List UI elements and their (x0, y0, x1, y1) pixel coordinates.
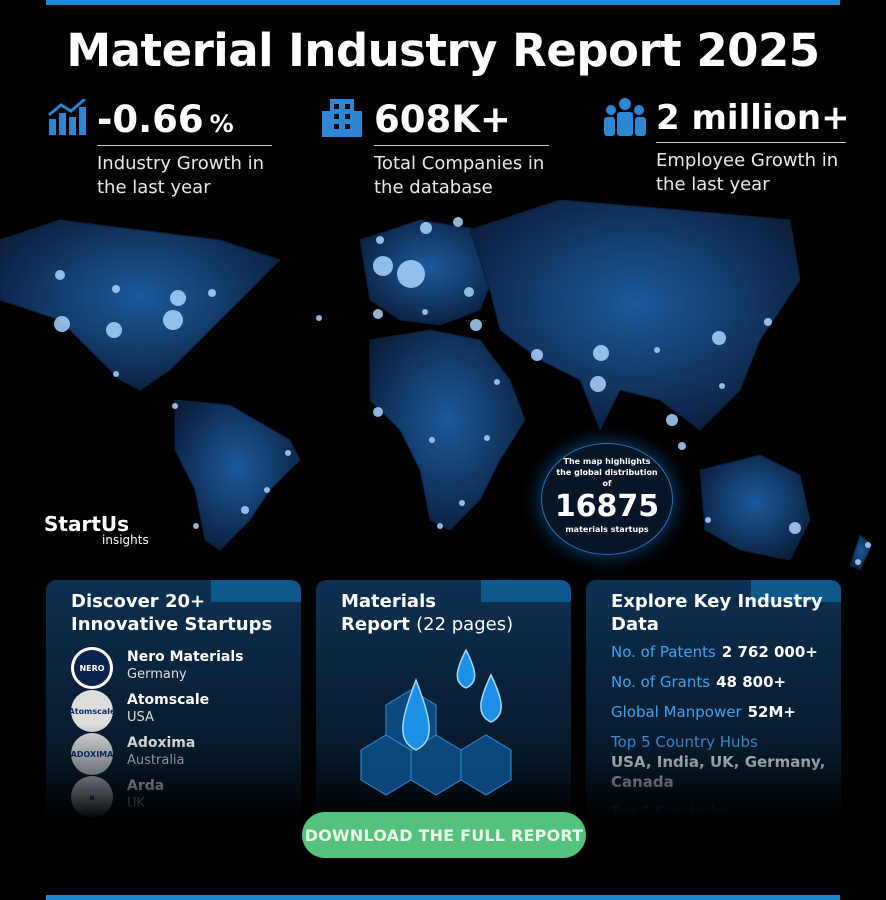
download-button[interactable]: DOWNLOAD THE FULL REPORT (302, 812, 586, 858)
title: Material Industry Report 2025 (66, 24, 820, 77)
stat-label: Employee Growth in the last year (656, 150, 839, 195)
data-rows: No. of Patents 2 762 000+ No. of Grants 48 … (586, 580, 841, 820)
data-row: No. of Grants 48 800+ (611, 672, 836, 692)
card-title: Materials Report (22 pages) (341, 590, 513, 636)
data-label: Global Manpower (611, 703, 742, 721)
bottom-bar (46, 895, 840, 900)
data-row: No. of Patents 2 762 000+ (611, 642, 836, 662)
startup-name: Arda (127, 778, 165, 794)
badge-number: 16875 (554, 489, 660, 524)
startup-logo: Atomscale (69, 690, 115, 732)
report-illustration (360, 648, 512, 796)
data-value: USA, India, UK, Germany, Canada (611, 753, 826, 791)
report-card: Materials Report (22 pages) (316, 580, 571, 820)
top-bar (46, 0, 840, 5)
stat-number: 608K+ (374, 98, 511, 141)
divider (97, 145, 272, 146)
startup-item: a Arda UK (71, 776, 291, 820)
stat-growth: -0.66% Industry Growth in the last year (97, 98, 272, 200)
data-label: Top 5 City Hubs (611, 803, 728, 820)
startup-name: Adoxima (127, 735, 196, 751)
stat-number: 2 million+ (656, 98, 850, 138)
data-label: Top 5 Country Hubs (611, 733, 758, 751)
brand-logo: StartUs insights (44, 512, 149, 547)
stat-value: -0.66% (97, 98, 272, 141)
startup-item: Atomscale Atomscale USA (69, 690, 291, 734)
employees-icon (604, 98, 646, 136)
stat-label: Industry Growth in the last year (97, 153, 265, 198)
report-title: Materials (341, 591, 436, 612)
data-value: 52M+ (747, 703, 796, 721)
badge-tail: materials startups (565, 525, 649, 534)
data-label: No. of Patents (611, 643, 716, 661)
startup-item: NERO Nero Materials Germany (71, 647, 291, 691)
startup-logo: NERO (71, 647, 113, 689)
stat-employees: 2 million+ Employee Growth in the last y… (656, 98, 850, 197)
startups-card: Discover 20+ Innovative Startups NERO Ner… (46, 580, 301, 820)
stat-number: -0.66 (97, 98, 204, 141)
growth-icon (48, 99, 86, 135)
stat-companies: 608K+ Total Companies in the database (374, 98, 549, 200)
world-map (0, 200, 873, 571)
startup-name: Nero Materials (127, 649, 244, 665)
data-row: Top 5 City Hubs (611, 802, 836, 820)
stat-unit: % (209, 110, 234, 138)
data-card: Explore Key Industry Data No. of Patents… (586, 580, 841, 820)
startup-name: Atomscale (127, 692, 210, 708)
brand-sub: insights (102, 533, 149, 547)
startup-country: UK (127, 796, 146, 811)
data-row: Top 5 Country Hubs USA, India, UK, German… (611, 732, 836, 792)
startup-logo: ADOXIMA (71, 733, 113, 775)
startup-logo: a (71, 776, 113, 818)
companies-icon (322, 99, 362, 137)
startup-country: USA (127, 710, 154, 725)
data-label: No. of Grants (611, 673, 711, 691)
card-title: Discover 20+ Innovative Startups (71, 591, 273, 635)
data-row: Global Manpower 52M+ (611, 702, 836, 722)
startup-country: Germany (127, 667, 187, 682)
card-title: Explore Key Industry Data (611, 591, 823, 635)
divider (374, 145, 549, 146)
stat-label: Total Companies in the database (374, 153, 545, 198)
divider (656, 142, 846, 143)
data-value: 48 800+ (716, 673, 787, 691)
report-pages: (22 pages) (416, 614, 514, 635)
badge-lead: The map highlights the global distributi… (556, 457, 658, 488)
map-badge: The map highlights the global distributi… (541, 443, 673, 555)
brand-name: StartUs (44, 512, 130, 536)
data-value: 2 762 000+ (721, 643, 818, 661)
startup-list: NERO Nero Materials Germany Atomscale Atomsc… (46, 580, 301, 820)
report-title2: Report (341, 614, 410, 635)
startup-country: Australia (127, 753, 185, 768)
startup-item: ADOXIMA Adoxima Australia (71, 733, 291, 777)
